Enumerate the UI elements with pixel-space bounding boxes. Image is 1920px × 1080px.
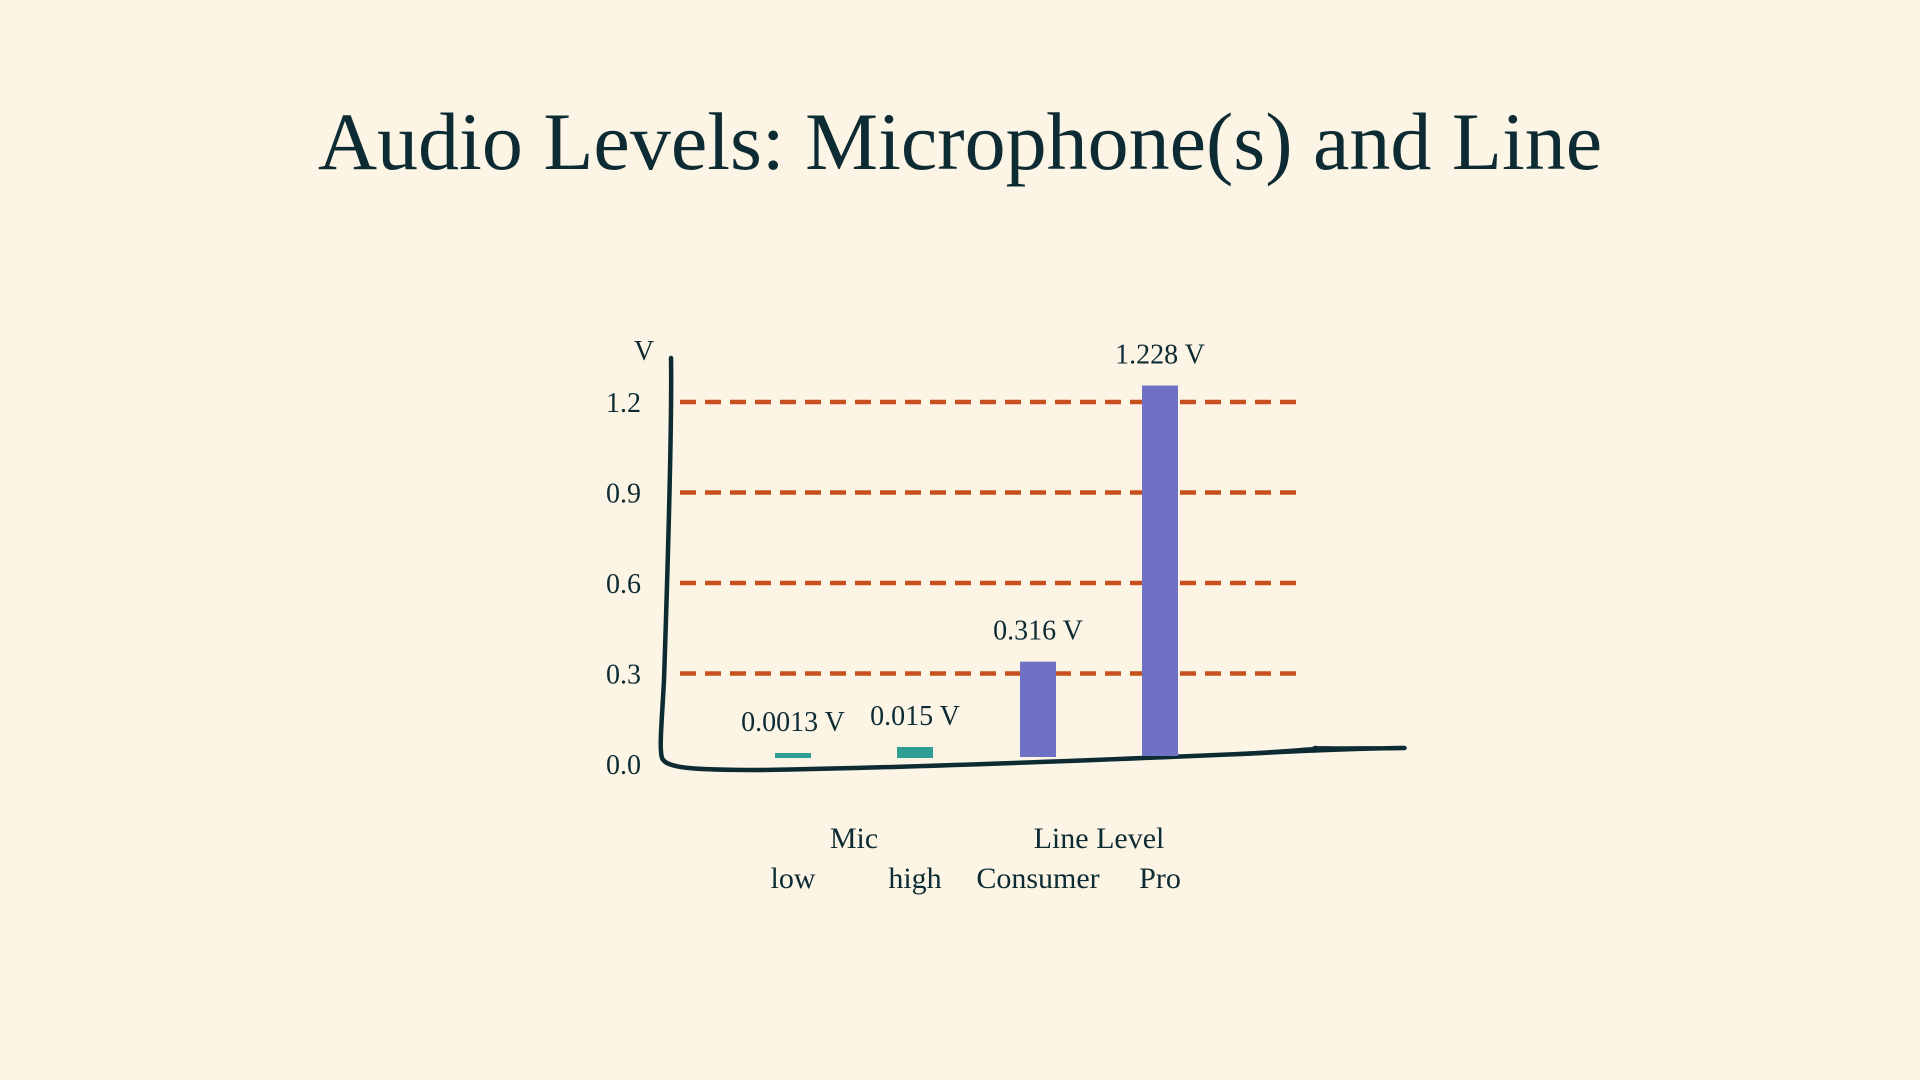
bar-pro [1142,385,1178,756]
data-label: 1.228 V [1115,340,1205,371]
category-label: high [888,862,941,895]
bars [775,385,1178,758]
y-tick-label: 0.0 [606,750,641,781]
category-label: Consumer [976,862,1099,895]
group-label: Mic [830,822,878,855]
bar-low [775,753,811,758]
gridlines [680,399,1305,676]
axes: V [634,336,1407,773]
bar-high [897,747,933,758]
y-tick-label: 0.9 [606,479,641,510]
x-axis-line-end [1237,746,1319,757]
page-title: Audio Levels: Microphone(s) and Line [317,96,1603,187]
category-labels: low high Consumer Pro Mic Line Level [771,822,1181,895]
y-tick-label: 0.3 [606,660,641,691]
bar-consumer [1020,661,1056,757]
data-label: 0.316 V [993,616,1083,647]
data-label: 0.0013 V [741,707,845,738]
y-tick-labels: 0.0 0.3 0.6 0.9 1.2 [606,388,641,781]
category-label: low [771,862,816,895]
data-labels: 0.0013 V 0.015 V 0.316 V 1.228 V [741,340,1205,738]
y-axis-unit-label: V [634,336,654,367]
data-label: 0.015 V [870,701,960,732]
y-tick-label: 0.6 [606,569,641,600]
y-axis-line [658,355,763,773]
category-label: Pro [1139,862,1181,895]
y-tick-label: 1.2 [606,388,641,419]
group-label: Line Level [1034,822,1165,855]
